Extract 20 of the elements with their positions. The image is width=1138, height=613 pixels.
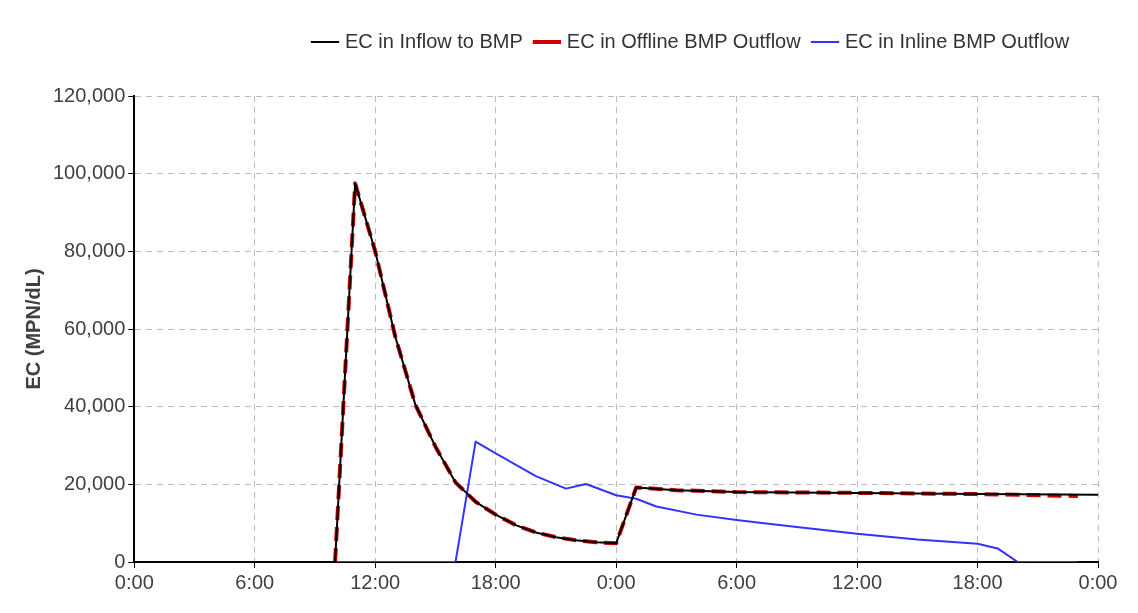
x-tick-label: 12:00 [350,570,401,593]
legend-label: EC in Inline BMP Outflow [845,29,1070,52]
x-tick-label: 6:00 [235,570,275,593]
legend-label: EC in Inflow to BMP [345,29,523,52]
x-tick-label: 0:00 [596,570,636,593]
y-axis-title: EC (MPN/dL) [21,268,44,390]
y-tick-label: 80,000 [64,238,126,261]
x-tick-label: 12:00 [832,570,883,593]
y-tick-label: 120,000 [53,83,126,106]
y-tick-label: 60,000 [64,316,126,339]
x-tick-label: 18:00 [470,570,521,593]
y-tick-label: 0 [114,549,126,572]
y-tick-label: 20,000 [64,471,126,494]
y-tick-label: 40,000 [64,394,126,417]
legend-label: EC in Offline BMP Outflow [566,29,802,52]
x-tick-label: 0:00 [1078,570,1118,593]
x-tick-label: 0:00 [114,570,154,593]
y-tick-label: 100,000 [53,161,126,184]
x-tick-label: 6:00 [717,570,757,593]
x-tick-label: 18:00 [952,570,1003,593]
